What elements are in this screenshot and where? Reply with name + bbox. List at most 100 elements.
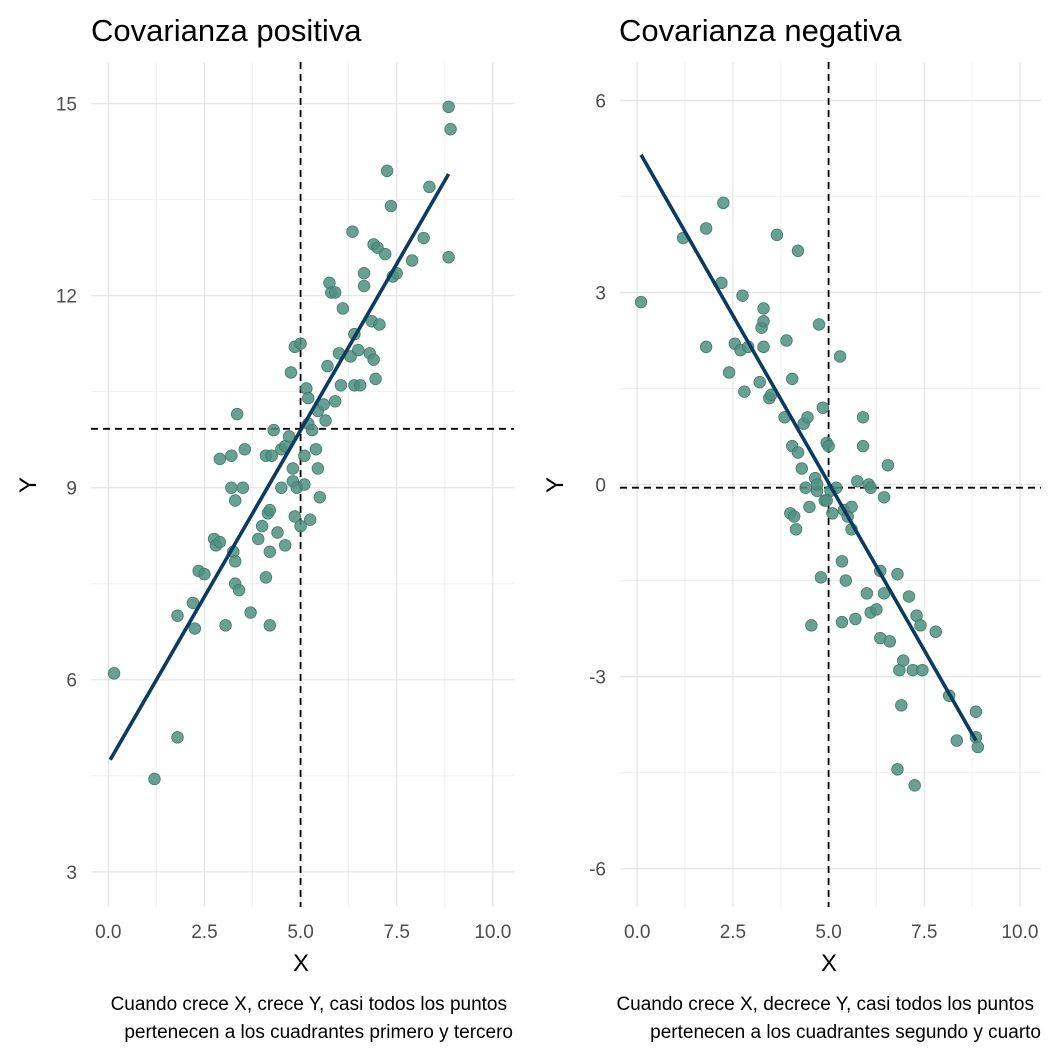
chart-title: Covarianza negativa xyxy=(619,13,902,48)
data-point xyxy=(902,590,916,603)
data-point xyxy=(336,302,350,315)
data-point xyxy=(895,699,908,712)
data-point xyxy=(380,164,394,178)
data-point xyxy=(908,779,921,792)
data-point xyxy=(367,353,380,366)
data-point xyxy=(799,481,812,494)
data-point xyxy=(856,439,870,453)
data-point xyxy=(252,532,265,546)
data-point xyxy=(971,740,985,754)
data-point xyxy=(417,231,430,245)
data-point xyxy=(198,567,211,581)
data-point xyxy=(302,391,315,405)
fit-line-group xyxy=(639,153,978,742)
data-point xyxy=(822,439,835,453)
data-point xyxy=(914,619,927,632)
data-point xyxy=(229,555,242,568)
data-point xyxy=(717,196,730,210)
data-point xyxy=(319,414,332,427)
data-point xyxy=(722,366,736,379)
data-point xyxy=(877,491,891,504)
data-point xyxy=(881,459,895,472)
data-point xyxy=(916,663,929,677)
data-point xyxy=(353,379,367,392)
data-point xyxy=(225,481,238,494)
data-point xyxy=(883,635,897,648)
data-point xyxy=(384,199,398,213)
data-point xyxy=(171,731,184,744)
data-point xyxy=(321,359,334,373)
y-tick-label: 12 xyxy=(56,287,77,308)
data-point xyxy=(357,279,371,293)
data-point xyxy=(229,494,242,507)
y-tick-labels: 3 6 9 12 15 xyxy=(56,95,77,884)
data-point xyxy=(897,654,910,667)
data-point xyxy=(171,609,184,622)
y-tick-label: 0 xyxy=(595,476,606,497)
y-tick-labels: -6 -3 0 3 6 xyxy=(589,91,606,880)
data-point xyxy=(188,622,202,635)
data-point xyxy=(328,286,342,299)
data-point xyxy=(244,606,257,619)
x-tick-labels: 0.0 2.5 5.0 7.5 10.0 xyxy=(95,922,511,943)
data-point xyxy=(284,366,298,379)
data-point xyxy=(265,449,278,462)
chart-positive-covariance: Covarianza positiva 0.0 2.5 5.0 7.5 10.0 3 6 9… xyxy=(15,13,514,1043)
x-tick-label: 10.0 xyxy=(474,922,511,943)
data-point xyxy=(969,705,983,718)
x-axis-title: X xyxy=(293,950,309,977)
y-tick-label: 3 xyxy=(66,863,77,884)
data-point xyxy=(442,251,455,264)
data-point xyxy=(699,340,713,354)
data-point xyxy=(305,423,319,437)
data-point xyxy=(812,318,826,331)
y-tick-label: 3 xyxy=(595,283,606,304)
data-point xyxy=(849,612,862,626)
data-point xyxy=(950,734,964,747)
caption-line-2: pertenecen a los cuadrantes primero y te… xyxy=(124,1022,513,1043)
data-point xyxy=(820,494,833,507)
data-point xyxy=(757,315,770,328)
fit-line xyxy=(639,153,978,742)
data-point xyxy=(891,763,904,776)
data-point xyxy=(826,507,839,520)
chart-negative-covariance: Covarianza negativa 0.0 2.5 5.0 7.5 10.0 -6-… xyxy=(542,13,1041,1043)
data-point xyxy=(357,267,371,280)
data-points xyxy=(107,100,457,786)
data-point xyxy=(311,462,325,475)
data-point xyxy=(263,545,277,558)
data-point xyxy=(309,443,323,456)
x-tick-label: 2.5 xyxy=(191,922,217,943)
data-point xyxy=(282,430,296,443)
data-point xyxy=(303,513,317,526)
data-point xyxy=(423,180,436,194)
data-point xyxy=(757,340,770,354)
data-point xyxy=(263,503,277,517)
data-point xyxy=(833,350,847,363)
x-tick-label: 7.5 xyxy=(911,922,937,943)
data-point xyxy=(816,401,830,414)
data-point xyxy=(186,596,200,610)
data-point xyxy=(860,587,874,600)
data-point xyxy=(369,372,382,386)
data-point xyxy=(787,510,801,523)
data-point xyxy=(294,337,307,350)
data-point xyxy=(810,478,824,491)
x-axis-title: X xyxy=(821,950,837,977)
data-point xyxy=(213,535,227,549)
y-tick-label: -3 xyxy=(589,668,606,689)
x-tick-label: 7.5 xyxy=(384,922,410,943)
data-point xyxy=(835,615,849,629)
data-point xyxy=(444,123,457,136)
data-point xyxy=(213,452,227,466)
x-tick-label: 5.0 xyxy=(815,922,841,943)
data-point xyxy=(294,519,307,533)
y-tick-label: 6 xyxy=(595,91,606,112)
data-point xyxy=(835,555,849,568)
data-point xyxy=(236,481,250,494)
data-point xyxy=(442,100,455,114)
fit-line-group xyxy=(108,173,451,761)
data-point xyxy=(780,334,793,347)
data-point xyxy=(378,247,392,261)
